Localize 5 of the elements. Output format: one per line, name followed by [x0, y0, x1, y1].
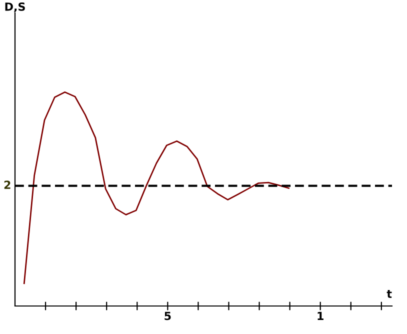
text: 2 [4, 180, 10, 189]
text: 1 [318, 312, 324, 320]
text: t [386, 290, 392, 298]
text: 5 [164, 312, 171, 320]
text: D,S [5, 2, 25, 12]
